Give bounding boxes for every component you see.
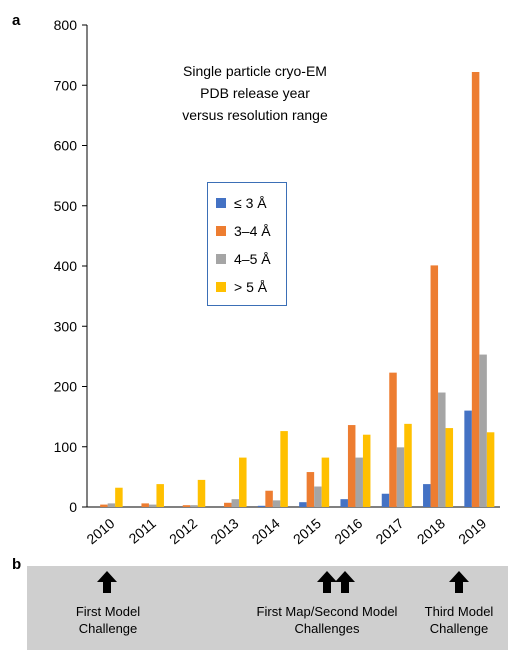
legend-item: ≤ 3 Å	[216, 189, 286, 217]
bar	[389, 372, 397, 507]
bar	[190, 505, 198, 507]
bar	[148, 504, 157, 507]
bar	[197, 479, 206, 507]
bar	[224, 502, 232, 507]
bar	[464, 410, 472, 507]
bar	[280, 431, 288, 507]
bar	[347, 425, 356, 507]
y-tick-label: 100	[54, 439, 78, 455]
bar	[438, 392, 446, 507]
bar	[430, 265, 439, 507]
milestone-label: First Model Challenge	[75, 604, 141, 636]
bar	[299, 502, 307, 507]
bar	[321, 457, 330, 507]
chart-title-line: PDB release year	[200, 85, 310, 101]
bar	[404, 423, 412, 507]
up-arrow-icon	[449, 571, 469, 593]
bar	[423, 484, 431, 507]
bar	[445, 428, 454, 507]
y-tick-label: 400	[54, 258, 78, 274]
milestone-timeline: First Model Challenge First Map/Second Mod…	[27, 566, 508, 650]
legend-label: > 5 Å	[234, 279, 268, 295]
x-tick-label: 2011	[126, 515, 160, 547]
milestone-label: First Map/Second Model Challenges	[256, 604, 398, 636]
chart-legend: ≤ 3 Å 3–4 Å 4–5 Å > 5 Å	[207, 182, 287, 306]
legend-item: > 5 Å	[216, 273, 286, 301]
y-tick-label: 0	[69, 499, 77, 515]
bar	[100, 504, 108, 507]
y-tick-label: 500	[54, 198, 78, 214]
chart-title-line: versus resolution range	[182, 107, 328, 123]
legend-swatch	[216, 226, 226, 236]
panel-b-label: b	[12, 556, 22, 573]
bar	[479, 354, 487, 507]
bar	[486, 432, 495, 507]
x-tick-label: 2014	[249, 515, 283, 547]
up-arrow-icon	[335, 571, 355, 593]
legend-swatch	[216, 282, 226, 292]
bar	[265, 490, 273, 507]
legend-label: 3–4 Å	[234, 223, 271, 239]
legend-label: ≤ 3 Å	[234, 195, 267, 211]
milestone-label: Third Model Challenge	[424, 604, 494, 636]
x-tick-label: 2013	[207, 515, 241, 547]
bar	[471, 71, 480, 508]
y-tick-label: 200	[54, 379, 78, 395]
legend-item: 4–5 Å	[216, 245, 286, 273]
bar	[272, 500, 281, 507]
bar	[362, 434, 371, 507]
up-arrow-icon	[97, 571, 117, 593]
bar	[257, 505, 266, 507]
chart-title: Single particle cryo-EM PDB release year v…	[150, 60, 360, 126]
bar	[115, 487, 123, 507]
x-tick-label: 2019	[455, 515, 489, 547]
y-tick-label: 600	[54, 138, 78, 154]
up-arrow-icon	[317, 571, 337, 593]
panel-a-label: a	[12, 12, 21, 29]
y-tick-label: 800	[54, 17, 78, 33]
x-tick-label: 2015	[290, 515, 324, 547]
x-tick-label: 2010	[83, 515, 117, 547]
legend-swatch	[216, 254, 226, 264]
bar	[355, 457, 363, 507]
x-tick-label: 2012	[166, 515, 200, 547]
legend-swatch	[216, 198, 226, 208]
bar	[239, 457, 247, 507]
x-tick-label: 2018	[414, 515, 448, 547]
bar	[381, 493, 390, 507]
y-tick-label: 300	[54, 318, 78, 334]
bar	[396, 447, 405, 507]
legend-label: 4–5 Å	[234, 251, 271, 267]
x-tick-label: 2016	[331, 515, 365, 547]
legend-item: 3–4 Å	[216, 217, 286, 245]
bar	[231, 499, 240, 507]
bar	[156, 484, 164, 507]
bar	[141, 503, 149, 507]
bar	[107, 503, 116, 507]
bar	[182, 505, 191, 507]
x-tick-label: 2017	[373, 515, 407, 547]
bar	[340, 499, 348, 507]
y-tick-label: 700	[54, 77, 78, 93]
bar	[314, 486, 322, 507]
bar	[306, 472, 315, 507]
chart-title-line: Single particle cryo-EM	[183, 63, 327, 79]
